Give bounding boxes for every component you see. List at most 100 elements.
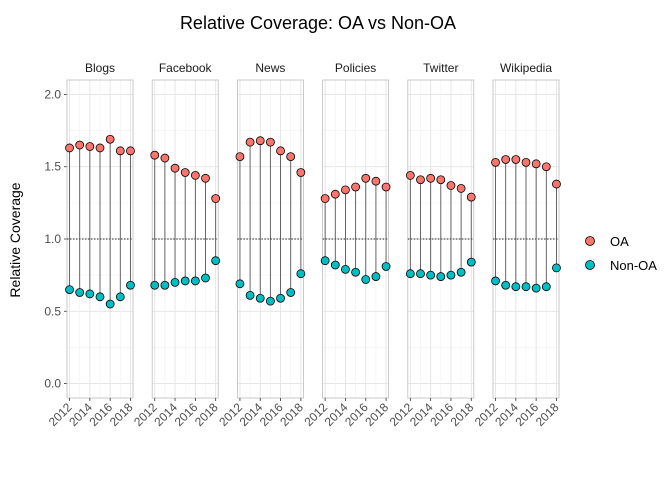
legend: OA Non-OA bbox=[585, 234, 657, 273]
x-tick-label: 2018 bbox=[533, 400, 562, 429]
data-point-nonoa bbox=[245, 290, 255, 300]
data-point-oa bbox=[466, 192, 476, 202]
data-point-nonoa bbox=[446, 270, 456, 280]
facet-strip-label: Blogs bbox=[85, 61, 115, 75]
data-point-oa bbox=[276, 146, 285, 156]
data-point-oa bbox=[255, 136, 265, 146]
data-point-nonoa bbox=[265, 296, 275, 306]
data-point-nonoa bbox=[85, 289, 95, 299]
data-point-nonoa bbox=[501, 280, 511, 290]
data-point-nonoa bbox=[552, 263, 561, 273]
facet-strip-label: Facebook bbox=[159, 61, 213, 75]
data-point-nonoa bbox=[201, 273, 210, 283]
facet-strip-label: Policies bbox=[335, 61, 376, 75]
data-point-nonoa bbox=[416, 269, 425, 279]
data-point-oa bbox=[170, 163, 180, 173]
data-point-oa bbox=[296, 168, 306, 177]
data-point-nonoa bbox=[211, 256, 221, 266]
data-point-oa bbox=[416, 175, 425, 185]
data-point-oa bbox=[180, 168, 190, 177]
data-point-oa bbox=[501, 155, 511, 164]
data-point-nonoa bbox=[531, 283, 541, 293]
x-tick-label: 2018 bbox=[277, 400, 306, 429]
data-point-nonoa bbox=[160, 280, 170, 290]
data-point-oa bbox=[211, 194, 221, 203]
data-point-oa bbox=[541, 162, 551, 172]
data-point-oa bbox=[95, 143, 105, 153]
legend-label: Non-OA bbox=[610, 258, 657, 273]
data-point-oa bbox=[552, 179, 561, 189]
data-point-nonoa bbox=[105, 299, 115, 309]
data-point-oa bbox=[160, 153, 170, 163]
data-point-oa bbox=[361, 173, 371, 183]
y-tick-label: 1.5 bbox=[44, 160, 61, 174]
data-point-oa bbox=[286, 152, 296, 162]
x-tick-label: 2018 bbox=[448, 400, 477, 429]
data-point-oa bbox=[75, 140, 85, 150]
x-tick-label: 2018 bbox=[192, 400, 221, 429]
data-point-nonoa bbox=[255, 293, 265, 303]
data-point-oa bbox=[381, 182, 391, 192]
data-point-nonoa bbox=[75, 288, 85, 297]
data-point-oa bbox=[126, 146, 135, 156]
data-point-nonoa bbox=[405, 269, 415, 279]
data-point-nonoa bbox=[361, 275, 371, 284]
data-point-oa bbox=[351, 182, 361, 192]
data-point-nonoa bbox=[95, 292, 105, 302]
data-point-nonoa bbox=[190, 276, 200, 286]
y-tick-label: 0.5 bbox=[44, 304, 61, 318]
facet-panels: 0.00.51.01.52.0Blogs2012201420162018Face… bbox=[44, 61, 561, 429]
legend-key-oa bbox=[585, 236, 595, 246]
y-tick-label: 2.0 bbox=[44, 87, 61, 101]
chart-title: Relative Coverage: OA vs Non-OA bbox=[180, 13, 456, 33]
data-point-oa bbox=[105, 134, 115, 144]
data-point-oa bbox=[341, 185, 350, 195]
legend-label: OA bbox=[610, 234, 629, 249]
data-point-nonoa bbox=[65, 285, 74, 294]
y-axis-label: Relative Coverage bbox=[7, 182, 23, 297]
facet-strip-label: Wikipedia bbox=[500, 61, 552, 75]
data-point-nonoa bbox=[351, 267, 361, 277]
data-point-oa bbox=[85, 142, 95, 151]
data-point-nonoa bbox=[126, 280, 135, 290]
data-point-oa bbox=[320, 194, 330, 203]
data-point-nonoa bbox=[511, 282, 521, 292]
data-point-oa bbox=[436, 175, 446, 185]
data-point-oa bbox=[491, 157, 500, 167]
data-point-nonoa bbox=[341, 264, 350, 274]
data-point-nonoa bbox=[371, 272, 381, 281]
data-point-nonoa bbox=[150, 280, 160, 290]
x-tick-label: 2018 bbox=[107, 400, 136, 429]
data-point-nonoa bbox=[436, 272, 446, 281]
data-point-oa bbox=[511, 155, 521, 164]
facet-strip-label: News bbox=[255, 61, 285, 75]
data-point-oa bbox=[190, 170, 200, 180]
data-point-nonoa bbox=[491, 276, 500, 286]
data-point-nonoa bbox=[180, 276, 190, 286]
data-point-nonoa bbox=[286, 288, 296, 297]
data-point-oa bbox=[265, 137, 275, 147]
data-point-oa bbox=[426, 173, 436, 183]
data-point-oa bbox=[446, 181, 456, 190]
data-point-nonoa bbox=[170, 277, 180, 287]
data-point-nonoa bbox=[541, 282, 551, 292]
data-point-oa bbox=[150, 150, 160, 160]
y-tick-label: 1.0 bbox=[44, 232, 61, 246]
data-point-nonoa bbox=[115, 292, 125, 302]
data-point-nonoa bbox=[466, 257, 476, 267]
data-point-oa bbox=[330, 189, 340, 199]
data-point-nonoa bbox=[381, 262, 391, 271]
data-point-nonoa bbox=[426, 270, 436, 280]
data-point-oa bbox=[201, 173, 210, 183]
data-point-oa bbox=[245, 137, 255, 147]
facet-strip-label: Twitter bbox=[423, 61, 458, 75]
data-point-nonoa bbox=[235, 279, 245, 289]
y-tick-label: 0.0 bbox=[44, 377, 61, 391]
data-point-oa bbox=[371, 176, 381, 186]
data-point-oa bbox=[235, 152, 245, 162]
